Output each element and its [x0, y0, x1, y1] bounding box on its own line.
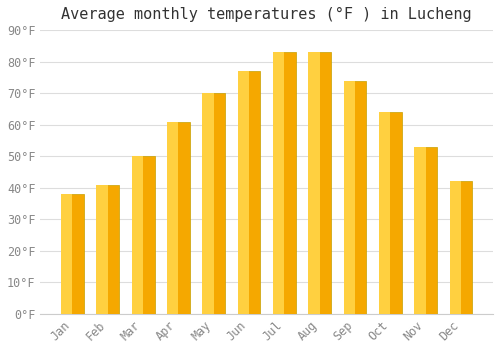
- Bar: [379, 112, 390, 314]
- Bar: [450, 181, 472, 314]
- Bar: [308, 52, 320, 314]
- Bar: [273, 52, 296, 314]
- Bar: [414, 147, 437, 314]
- Bar: [96, 184, 108, 314]
- Bar: [167, 121, 178, 314]
- Bar: [167, 121, 190, 314]
- Bar: [96, 184, 119, 314]
- Bar: [450, 181, 461, 314]
- Bar: [414, 147, 426, 314]
- Bar: [344, 80, 366, 314]
- Bar: [379, 112, 402, 314]
- Bar: [202, 93, 225, 314]
- Bar: [308, 52, 331, 314]
- Bar: [273, 52, 284, 314]
- Bar: [238, 71, 249, 314]
- Bar: [132, 156, 154, 314]
- Bar: [61, 194, 72, 314]
- Bar: [202, 93, 213, 314]
- Bar: [132, 156, 143, 314]
- Title: Average monthly temperatures (°F ) in Lucheng: Average monthly temperatures (°F ) in Lu…: [62, 7, 472, 22]
- Bar: [238, 71, 260, 314]
- Bar: [344, 80, 355, 314]
- Bar: [61, 194, 84, 314]
